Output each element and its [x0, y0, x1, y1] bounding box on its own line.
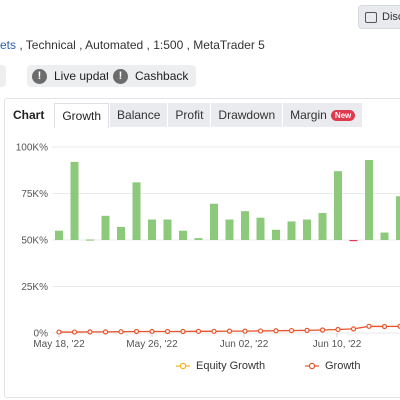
new-badge: New	[330, 109, 356, 121]
legend-growth-label: Growth	[325, 360, 361, 372]
legend-equity-label: Equity Growth	[196, 360, 266, 372]
y-tick-label: 50K%	[21, 236, 48, 247]
tab-growth[interactable]: Growth	[54, 103, 110, 128]
bar	[117, 226, 125, 240]
bar	[303, 219, 311, 240]
x-tick-label: May 18, '22	[33, 339, 85, 350]
account-subtitle: ets , Technical , Automated , 1:500 , Me…	[0, 38, 265, 52]
growth-legend-icon	[305, 362, 319, 370]
bar	[55, 230, 63, 240]
growth-point	[366, 323, 372, 329]
bar	[101, 215, 110, 240]
bar	[86, 239, 94, 241]
cashback-chip[interactable]: ! Cashback	[108, 65, 197, 87]
comment-icon	[365, 11, 377, 23]
chart-panel: Chart Growth Balance Profit Drawdown Mar…	[4, 98, 400, 398]
equity-legend-icon	[176, 362, 190, 370]
partial-chip[interactable]	[0, 65, 6, 87]
growth-point	[350, 326, 357, 332]
growth-point	[226, 328, 233, 334]
bar	[194, 238, 203, 240]
bar	[225, 219, 234, 240]
growth-point	[319, 327, 326, 333]
discuss-button-label: Disc	[382, 11, 400, 23]
y-tick-label: 100K%	[16, 143, 48, 154]
chart-tabs: Chart Growth Balance Profit Drawdown Mar…	[13, 103, 363, 128]
growth-point	[211, 328, 217, 334]
x-tick-label: Jun 02, '22	[220, 339, 269, 350]
bar	[365, 160, 373, 240]
growth-point	[180, 328, 186, 335]
tab-margin-label: Margin	[290, 108, 327, 122]
y-tick-label: 75K%	[21, 189, 48, 200]
growth-point	[195, 328, 202, 334]
x-tick-label: May 26, '22	[126, 339, 178, 350]
growth-point	[102, 329, 109, 335]
growth-point	[381, 323, 388, 330]
bar	[396, 196, 400, 240]
bar	[241, 211, 249, 240]
y-tick-label: 25K%	[21, 282, 48, 293]
bar	[132, 182, 141, 240]
growth-point	[164, 328, 171, 335]
y-tick-label: 0%	[34, 329, 49, 340]
tab-profit[interactable]: Profit	[168, 103, 211, 127]
live-update-chip[interactable]: ! Live update	[27, 65, 125, 87]
bar	[210, 203, 218, 240]
bar	[256, 217, 265, 240]
bar	[272, 229, 280, 240]
growth-point	[335, 326, 341, 333]
growth-point	[288, 327, 295, 334]
growth-point	[242, 328, 248, 334]
account-details: , Technical , Automated , 1:500 , MetaTr…	[16, 38, 265, 52]
tab-margin[interactable]: Margin New	[283, 103, 363, 127]
growth-point	[149, 328, 155, 335]
bar	[349, 240, 358, 242]
growth-point	[118, 329, 124, 335]
bar	[70, 161, 79, 240]
growth-point	[87, 329, 93, 335]
bar	[380, 232, 389, 240]
legend-equity[interactable]: Equity Growth	[176, 360, 265, 372]
bar	[179, 230, 187, 240]
discuss-button[interactable]: Disc	[358, 5, 400, 29]
growth-point	[257, 328, 264, 334]
growth-point	[273, 328, 279, 334]
x-tick-label: Jun 10, '22	[313, 339, 362, 350]
tab-balance[interactable]: Balance	[110, 103, 168, 127]
cashback-label: Cashback	[135, 69, 189, 83]
live-update-label: Live update	[54, 69, 117, 83]
legend-growth[interactable]: Growth	[305, 360, 360, 372]
bar	[334, 171, 342, 240]
growth-point	[304, 327, 310, 333]
info-icon: !	[113, 68, 128, 84]
chart-tabs-title: Chart	[13, 108, 45, 122]
growth-point	[133, 328, 140, 335]
bar	[318, 213, 327, 240]
bar	[148, 219, 156, 240]
broker-link[interactable]: ets	[0, 38, 17, 52]
bar	[163, 219, 172, 240]
info-icon: !	[32, 68, 47, 84]
bar	[287, 221, 296, 240]
tab-drawdown[interactable]: Drawdown	[211, 103, 283, 127]
growth-point	[71, 329, 78, 335]
